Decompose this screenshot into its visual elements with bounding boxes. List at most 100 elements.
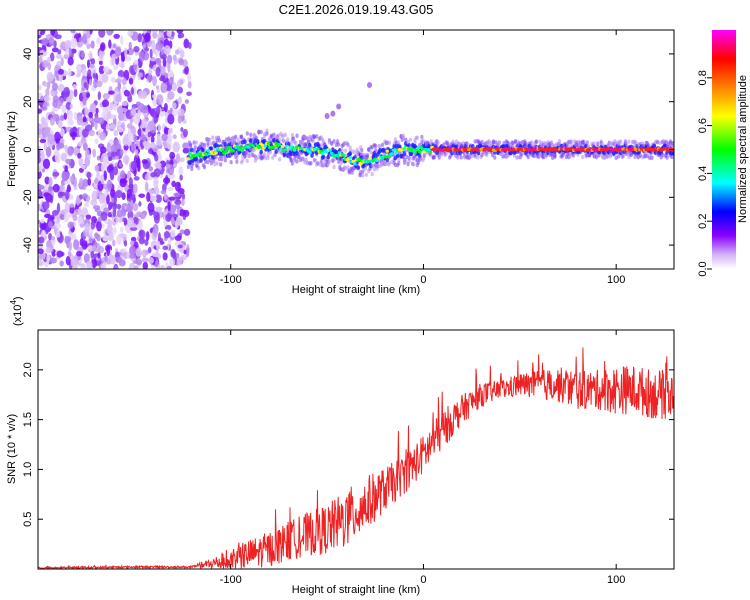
spectrogram-noise-cell xyxy=(109,123,117,130)
spectrogram-noise-cell xyxy=(127,30,134,37)
spectrogram-band-cell xyxy=(454,144,459,150)
spectrogram-noise-cell xyxy=(128,41,132,51)
spectrogram-noise-cell xyxy=(57,83,65,92)
spectrogram-noise-cell xyxy=(56,100,62,110)
spectrogram-noise-cell xyxy=(45,239,53,250)
spectrogram-noise-cell xyxy=(65,101,72,110)
spectrogram-noise-cell xyxy=(162,57,167,68)
spectrogram-halo-cell xyxy=(485,152,489,158)
spectrogram-noise-cell xyxy=(129,253,136,259)
spectrogram-noise-cell xyxy=(162,245,169,251)
spectrogram-noise-cell xyxy=(97,91,101,101)
spectrogram-noise-cell xyxy=(105,123,110,132)
spectrogram-ridge-cell xyxy=(427,147,431,152)
spectrogram-noise-cell xyxy=(159,76,166,82)
spectrogram-ridge-cell xyxy=(205,153,209,157)
spectrogram-noise-cell xyxy=(94,164,100,172)
spectrogram-halo-cell xyxy=(214,154,218,160)
spectrogram-noise-cell xyxy=(67,212,73,218)
spectrogram-noise-cell xyxy=(109,170,115,181)
spectrogram-ridge-cell xyxy=(231,149,235,153)
spectrogram-noise-cell xyxy=(136,211,142,216)
spectrogram-noise-cell xyxy=(129,245,137,256)
spectrogram-halo-cell xyxy=(636,142,640,147)
spectrogram-noise-cell xyxy=(137,33,142,43)
spectrogram-noise-cell xyxy=(130,160,138,171)
spectrogram-noise-cell xyxy=(127,131,133,137)
spectrogram-ridge-cell xyxy=(428,150,433,154)
spectrogram-noise-cell xyxy=(39,138,47,144)
spectrogram-halo-cell xyxy=(369,150,373,155)
spectrogram-noise-cell xyxy=(130,108,137,116)
spectrogram-noise-cell xyxy=(98,30,106,38)
spectrogram-noise-cell xyxy=(60,128,65,137)
spectrogram-noise-cell xyxy=(95,107,99,114)
spectrogram-halo-cell xyxy=(650,155,654,161)
spectrogram-halo-cell xyxy=(367,147,371,152)
spectrogram-isolated-cell xyxy=(330,110,336,117)
spectrogram-noise-cell xyxy=(61,170,69,182)
spectrogram-noise-cell xyxy=(161,83,168,91)
spectrogram-halo-cell xyxy=(600,141,604,147)
spectrogram-noise-cell xyxy=(115,94,122,103)
spectrogram-halo-cell xyxy=(473,139,477,144)
spectrogram-halo-cell xyxy=(360,148,364,153)
spectrogram-noise-cell xyxy=(152,98,157,107)
spectrogram-noise-cell xyxy=(117,170,121,176)
spectrogram-halo-cell xyxy=(374,148,378,153)
spectrogram-halo-cell xyxy=(266,155,270,160)
spectrogram-noise-cell xyxy=(38,170,42,180)
spectrogram-noise-cell xyxy=(135,247,142,257)
spectrogram-noise-cell xyxy=(153,168,161,178)
spectrogram-noise-cell xyxy=(130,87,135,95)
spectrogram-noise-cell xyxy=(144,181,149,192)
colorbar-tick-label: 0.8 xyxy=(697,70,709,85)
spectrogram-noise-cell xyxy=(87,177,92,186)
spectrogram-noise-cell xyxy=(79,177,84,187)
spectrogram-noise-cell xyxy=(86,260,93,269)
spectrogram-band-cell xyxy=(395,153,400,159)
spectrogram-noise-cell xyxy=(161,54,167,60)
spectrogram-noise-cell xyxy=(152,252,159,258)
spectrogram-noise-cell xyxy=(100,263,107,269)
spectrogram-halo-cell xyxy=(385,140,389,146)
spectrogram-halo-cell xyxy=(361,169,365,174)
spectrogram-noise-cell xyxy=(130,240,135,246)
spectrogram-noise-cell xyxy=(55,149,59,157)
spectrogram-xtick-label: 0 xyxy=(420,274,426,286)
spectrogram-noise-cell xyxy=(118,162,122,168)
spectrogram-halo-cell xyxy=(384,161,388,167)
spectrogram-noise-cell xyxy=(67,109,73,121)
spectrogram-noise-cell xyxy=(68,203,75,208)
spectrogram-noise-cell xyxy=(149,195,157,202)
spectrogram-noise-cell xyxy=(162,210,168,215)
spectrogram-noise-cell xyxy=(68,241,73,252)
spectrogram-noise-cell xyxy=(141,257,150,263)
spectrogram-halo-cell xyxy=(592,141,596,146)
spectrogram-noise-cell xyxy=(103,156,109,165)
spectrogram-halo-cell xyxy=(241,158,245,163)
colorbar: 0.0 0.2 0.4 0.6 0.8 Normalized spectral ampl… xyxy=(697,30,749,277)
spectrogram-noise-cell xyxy=(157,232,161,243)
spectrogram-noise-cell xyxy=(172,102,177,109)
spectrogram-ridge-cell xyxy=(283,148,288,152)
spectrogram-noise-cell xyxy=(96,155,101,161)
spectrogram-halo-cell xyxy=(374,143,378,149)
spectrogram-halo-cell xyxy=(337,142,341,147)
spectrogram-ridge-cell xyxy=(320,152,325,156)
spectrogram-noise-cell xyxy=(40,116,46,125)
spectrogram-ridge-cell xyxy=(220,147,225,152)
spectrogram-noise-cell xyxy=(88,78,93,87)
spectrogram-band-cell xyxy=(295,151,299,156)
spectrogram-halo-cell xyxy=(257,129,261,134)
colorbar-tick-label: 0.2 xyxy=(697,214,709,229)
spectrogram-noise-cell xyxy=(133,134,138,143)
snr-scale-note: (x104) xyxy=(9,296,24,326)
spectrogram-ridge-cell xyxy=(348,155,353,160)
spectrogram-halo-cell xyxy=(582,139,586,145)
spectrogram-ridge-cell xyxy=(214,151,218,155)
spectrogram-noise-cell xyxy=(75,251,83,257)
spectrogram-noise-cell xyxy=(128,177,133,187)
snr-xtick-label: 100 xyxy=(607,574,625,586)
spectrogram-noise-cell xyxy=(67,145,74,156)
